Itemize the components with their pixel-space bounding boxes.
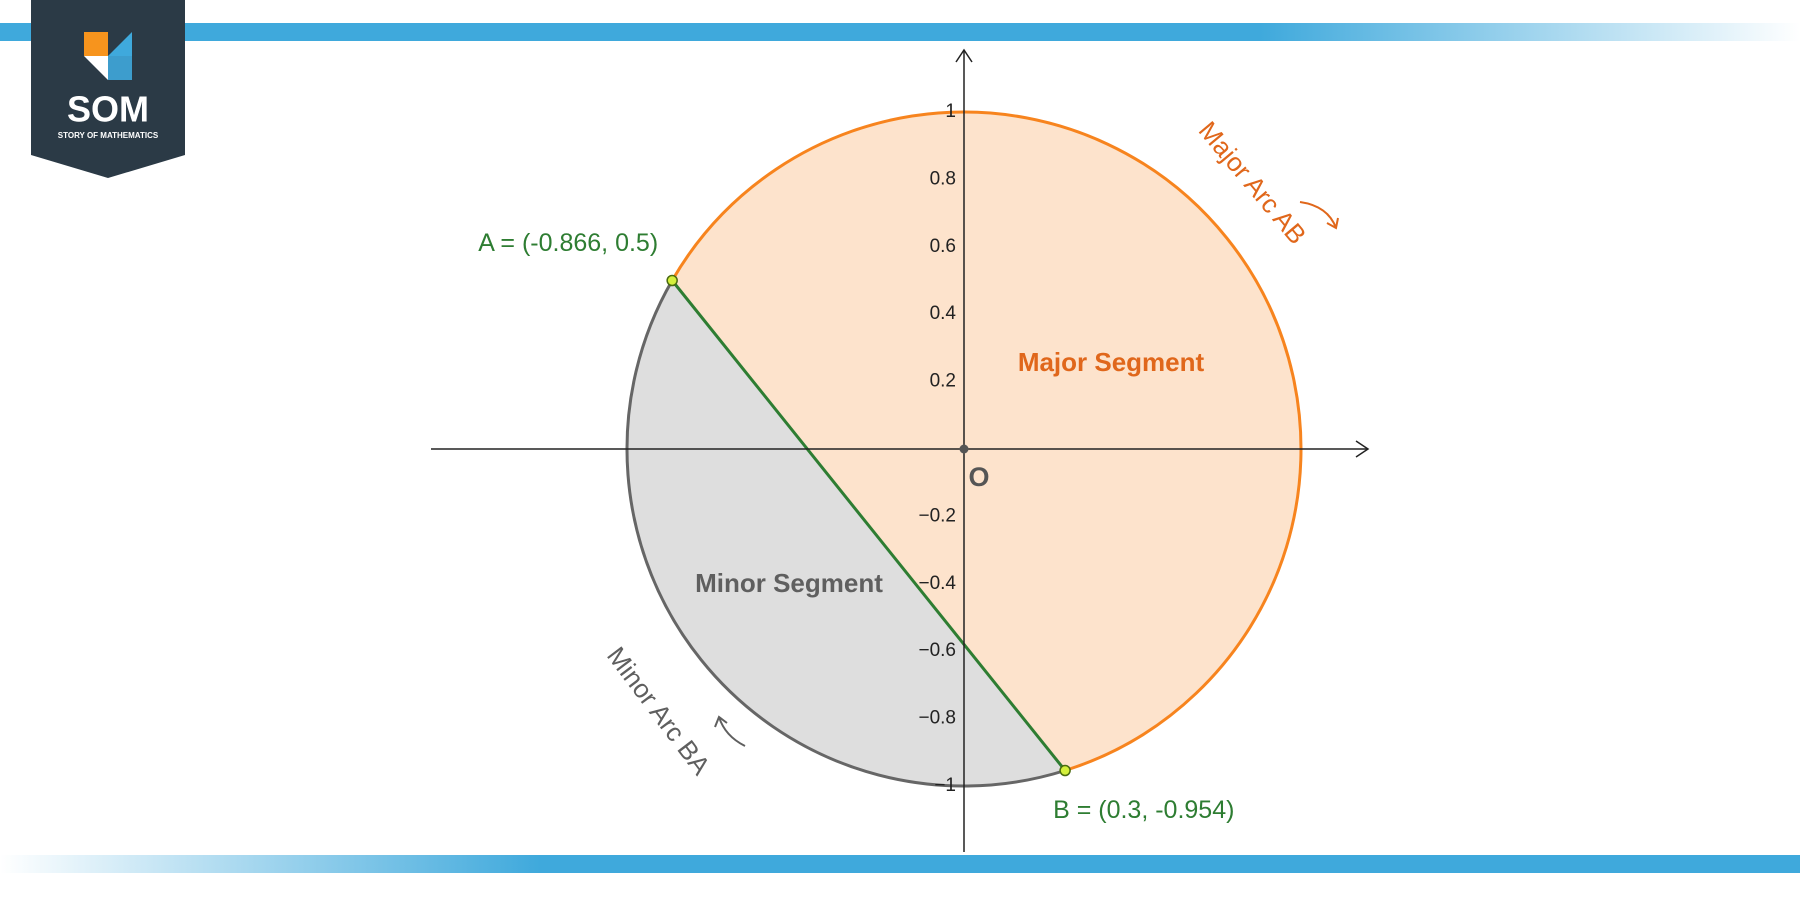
y-tick-label: −0.8 xyxy=(918,708,956,729)
point xyxy=(1060,765,1070,775)
point-label: B = (0.3, -0.954) xyxy=(1053,796,1234,824)
origin xyxy=(960,445,969,454)
origin-label: O xyxy=(968,462,989,492)
y-tick-label: −0.2 xyxy=(918,505,956,526)
y-tick-label: −0.4 xyxy=(918,573,956,594)
y-tick-label: 1 xyxy=(945,101,956,122)
y-tick-label: 0.6 xyxy=(930,236,956,257)
minor-arc-arrow xyxy=(715,717,745,746)
y-tick-label: 0.8 xyxy=(930,168,956,189)
major-segment-label: Major Segment xyxy=(1018,347,1205,377)
logo-text: SOM xyxy=(67,89,149,130)
top-bar xyxy=(0,23,1800,41)
y-tick-label: −0.6 xyxy=(918,640,956,661)
minor-arc-label: Minor Arc BA xyxy=(601,641,717,781)
logo-subtitle: STORY OF MATHEMATICS xyxy=(58,131,159,140)
y-tick-label: −1 xyxy=(934,775,956,796)
bottom-bar xyxy=(0,855,1800,873)
y-tick-label: 0.2 xyxy=(930,371,956,392)
minor-segment-label: Minor Segment xyxy=(695,568,883,598)
y-tick-label: 0.4 xyxy=(930,303,957,324)
point-label: A = (-0.866, 0.5) xyxy=(478,229,658,257)
logo: SOM STORY OF MATHEMATICS xyxy=(31,0,185,178)
point xyxy=(667,276,677,286)
